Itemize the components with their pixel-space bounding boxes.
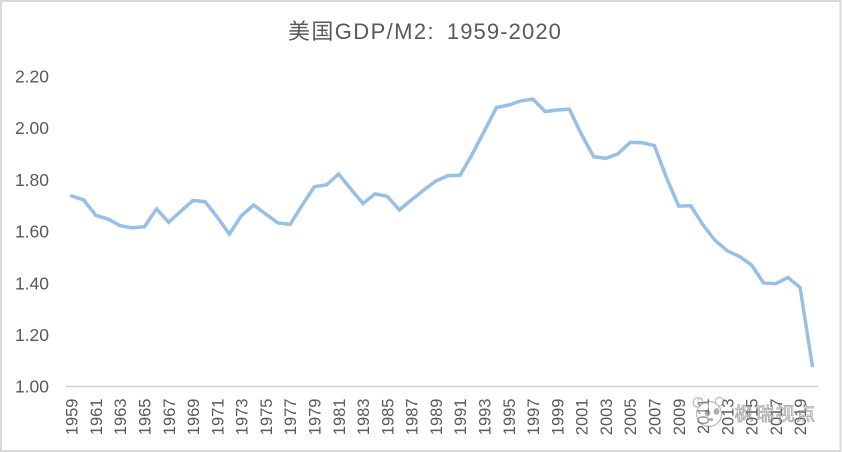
svg-text:1979: 1979 [307,399,325,436]
svg-text:1991: 1991 [452,399,470,436]
svg-text:1981: 1981 [331,399,349,436]
svg-text:1969: 1969 [185,399,203,436]
svg-text:1.00: 1.00 [15,377,49,397]
svg-text:2.00: 2.00 [15,118,49,138]
svg-text:1.20: 1.20 [15,325,49,345]
svg-text:1959-2020: 1959-2020 [447,19,562,44]
svg-text:1965: 1965 [137,399,155,436]
svg-text:2.20: 2.20 [15,67,49,87]
svg-text:1985: 1985 [379,399,397,436]
svg-text:1983: 1983 [355,399,373,436]
svg-text:2015: 2015 [744,399,762,436]
svg-text:2001: 2001 [574,399,592,436]
svg-text:1999: 1999 [549,399,567,436]
svg-text:1975: 1975 [258,399,276,436]
svg-text:2013: 2013 [719,399,737,436]
svg-text:2003: 2003 [598,399,616,436]
svg-text:1987: 1987 [404,399,422,436]
svg-text:1997: 1997 [525,399,543,436]
svg-text:1959: 1959 [64,399,82,436]
svg-text:2007: 2007 [647,399,665,436]
svg-text:1993: 1993 [477,399,495,436]
svg-text:1995: 1995 [501,399,519,436]
svg-text:1989: 1989 [428,399,446,436]
svg-text:1977: 1977 [282,399,300,436]
svg-text:1963: 1963 [112,399,130,436]
svg-text:2009: 2009 [671,399,689,436]
svg-text:1.60: 1.60 [15,222,49,242]
svg-text:1.80: 1.80 [15,170,49,190]
svg-text:1961: 1961 [88,399,106,436]
svg-text:1.40: 1.40 [15,273,49,293]
svg-text:1971: 1971 [209,399,227,436]
svg-text:1973: 1973 [234,399,252,436]
svg-text:1967: 1967 [161,399,179,436]
svg-text:2005: 2005 [622,399,640,436]
svg-text:GDP/M2:: GDP/M2: [335,19,435,44]
